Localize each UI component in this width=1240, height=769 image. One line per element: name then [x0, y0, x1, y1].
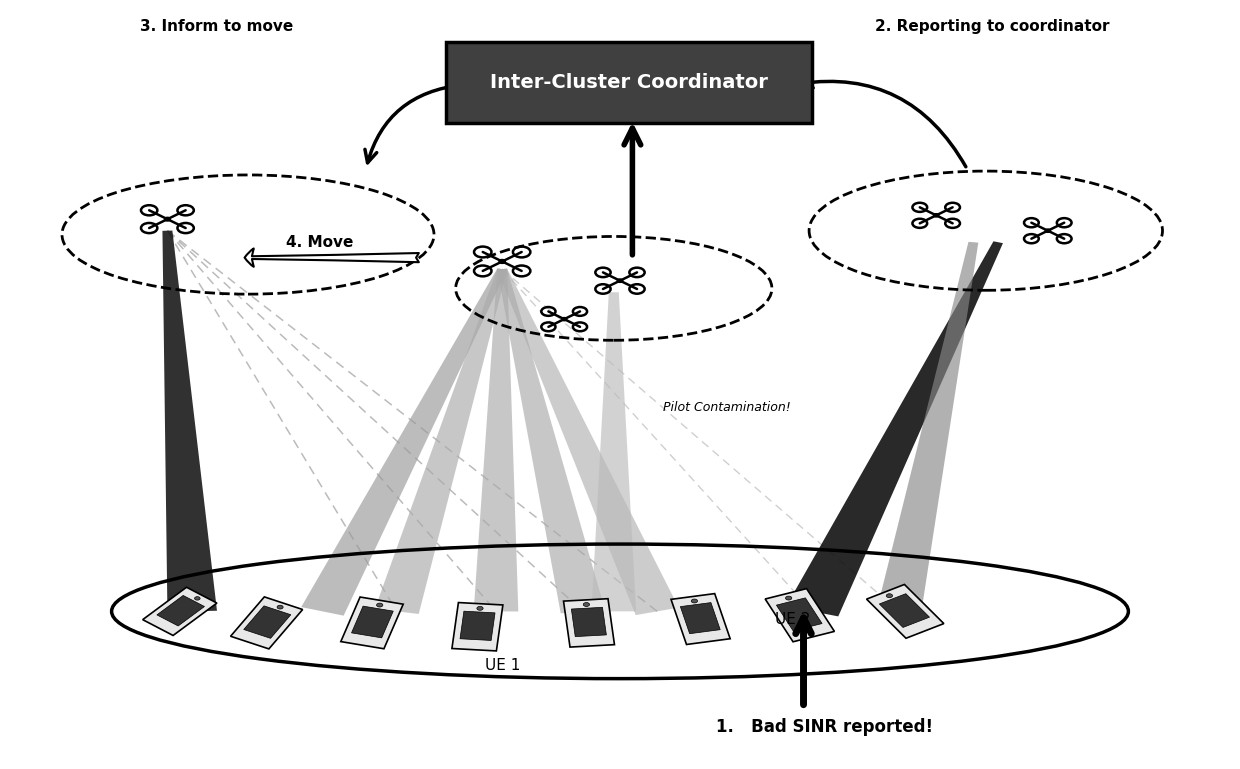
FancyBboxPatch shape [446, 42, 812, 123]
Text: 2. Reporting to coordinator: 2. Reporting to coordinator [874, 19, 1110, 35]
Circle shape [477, 607, 484, 611]
Polygon shape [591, 292, 636, 611]
Text: Pilot Contamination!: Pilot Contamination! [663, 401, 791, 414]
Circle shape [195, 597, 200, 600]
Polygon shape [497, 268, 678, 615]
Polygon shape [157, 595, 205, 626]
Text: Inter-Cluster Coordinator: Inter-Cluster Coordinator [490, 73, 769, 92]
Text: 1.   Bad SINR reported!: 1. Bad SINR reported! [715, 717, 934, 736]
Polygon shape [681, 603, 720, 634]
Polygon shape [765, 588, 835, 642]
Polygon shape [162, 231, 217, 612]
Circle shape [785, 596, 792, 600]
Polygon shape [143, 588, 217, 635]
Circle shape [618, 279, 622, 282]
Polygon shape [451, 603, 503, 651]
Polygon shape [867, 584, 944, 638]
Polygon shape [351, 606, 393, 638]
Circle shape [691, 599, 698, 603]
Circle shape [377, 603, 383, 607]
Polygon shape [776, 598, 822, 631]
Circle shape [934, 214, 939, 217]
Polygon shape [474, 269, 518, 611]
Polygon shape [572, 608, 606, 637]
Polygon shape [879, 594, 930, 628]
Polygon shape [563, 599, 615, 647]
Polygon shape [231, 597, 303, 649]
Circle shape [887, 594, 893, 598]
Polygon shape [374, 268, 507, 614]
Polygon shape [244, 606, 291, 638]
Polygon shape [497, 268, 605, 614]
Circle shape [498, 259, 506, 264]
Circle shape [562, 318, 567, 321]
Polygon shape [301, 268, 507, 616]
Polygon shape [671, 594, 730, 644]
Text: 3. Inform to move: 3. Inform to move [140, 19, 294, 35]
Circle shape [277, 605, 283, 609]
Circle shape [583, 603, 589, 607]
Polygon shape [786, 241, 1003, 617]
Circle shape [1045, 229, 1050, 232]
Text: 4. Move: 4. Move [286, 235, 353, 250]
Polygon shape [877, 242, 978, 613]
Circle shape [165, 218, 170, 221]
Polygon shape [341, 597, 403, 649]
Text: UE 1: UE 1 [485, 657, 520, 673]
Polygon shape [460, 611, 495, 641]
Text: UE 2: UE 2 [775, 611, 811, 627]
